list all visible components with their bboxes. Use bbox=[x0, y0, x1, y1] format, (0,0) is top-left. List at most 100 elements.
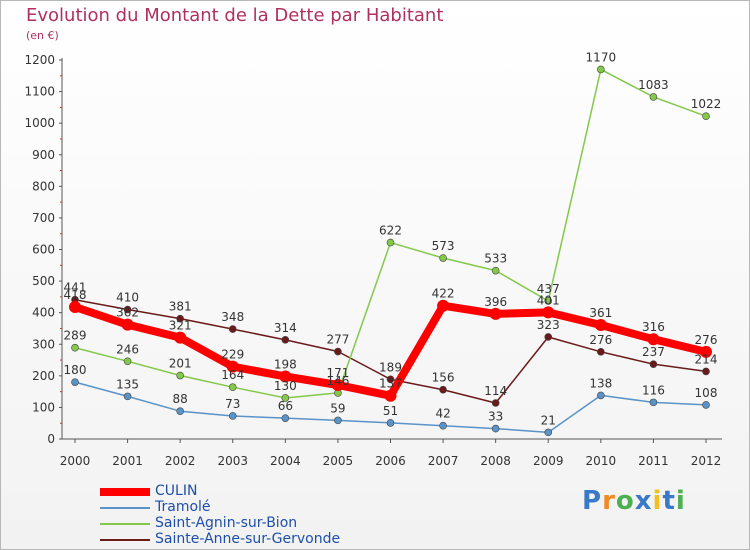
data-label: 276 bbox=[589, 333, 612, 347]
brand-letter: x bbox=[634, 486, 653, 516]
data-label: 146 bbox=[326, 374, 349, 388]
data-point bbox=[228, 383, 237, 392]
data-label: 201 bbox=[169, 357, 192, 371]
x-tick-label: 2010 bbox=[586, 454, 617, 468]
data-point bbox=[331, 378, 344, 391]
y-tick-label: 200 bbox=[32, 369, 55, 383]
data-point bbox=[386, 419, 395, 427]
chart-unit-label: (en €) bbox=[26, 29, 59, 42]
data-label: 410 bbox=[116, 291, 139, 305]
data-point bbox=[384, 389, 397, 402]
brand-letter: o bbox=[615, 486, 635, 516]
data-point bbox=[491, 399, 500, 407]
data-label: 73 bbox=[225, 397, 240, 411]
data-label: 59 bbox=[330, 401, 345, 415]
data-point bbox=[649, 360, 658, 368]
data-label: 229 bbox=[221, 348, 244, 362]
data-label: 348 bbox=[221, 310, 244, 324]
data-label: 418 bbox=[64, 288, 87, 302]
data-point bbox=[123, 305, 132, 314]
legend-swatch-tramole bbox=[100, 507, 150, 509]
data-point bbox=[647, 333, 660, 346]
data-label: 33 bbox=[488, 410, 503, 424]
data-point bbox=[279, 370, 292, 383]
data-point bbox=[544, 297, 553, 305]
data-label: 396 bbox=[484, 295, 507, 309]
data-point bbox=[71, 343, 79, 352]
y-tick-label: 700 bbox=[32, 211, 55, 225]
legend-label: Sainte-Anne-sur-Gervonde bbox=[155, 531, 341, 547]
data-point bbox=[702, 112, 710, 121]
y-tick-label: 1200 bbox=[24, 53, 55, 67]
x-tick-label: 2001 bbox=[112, 454, 143, 468]
data-label: 1083 bbox=[638, 78, 669, 92]
data-label: 214 bbox=[695, 352, 718, 366]
y-tick-label: 600 bbox=[32, 243, 55, 257]
data-label: 1022 bbox=[691, 97, 722, 111]
data-label: 362 bbox=[116, 306, 139, 320]
data-point bbox=[69, 300, 81, 313]
data-point bbox=[439, 385, 447, 394]
data-label: 422 bbox=[432, 287, 455, 301]
brand-letter: r bbox=[602, 486, 616, 516]
brand-letter: P bbox=[582, 486, 603, 516]
data-label: 314 bbox=[274, 321, 297, 335]
data-point bbox=[334, 347, 342, 356]
data-label: 277 bbox=[326, 333, 349, 347]
data-point bbox=[121, 318, 134, 331]
data-label: 108 bbox=[695, 386, 718, 400]
legend-label: Saint-Agnin-sur-Bion bbox=[155, 515, 298, 531]
brand-logo: Proxiti bbox=[582, 486, 686, 516]
y-tick-label: 300 bbox=[32, 337, 55, 351]
data-point bbox=[544, 333, 553, 341]
x-tick-label: 2004 bbox=[270, 454, 301, 468]
data-label: 323 bbox=[537, 318, 560, 332]
data-point bbox=[334, 416, 342, 425]
data-point bbox=[71, 378, 79, 386]
data-point bbox=[174, 331, 187, 344]
brand-letter: i bbox=[675, 486, 686, 516]
data-point bbox=[544, 428, 553, 437]
data-label: 401 bbox=[537, 293, 560, 307]
data-label: 116 bbox=[642, 383, 665, 397]
x-tick-label: 2003 bbox=[217, 454, 248, 468]
data-label: 180 bbox=[64, 363, 87, 377]
data-label: 533 bbox=[484, 252, 507, 266]
data-point bbox=[594, 318, 607, 331]
data-point bbox=[702, 401, 710, 409]
data-point bbox=[176, 314, 184, 323]
data-label: 1170 bbox=[586, 50, 617, 64]
data-label: 88 bbox=[173, 392, 188, 406]
x-tick-label: 2011 bbox=[638, 454, 669, 468]
x-tick-label: 2002 bbox=[165, 454, 196, 468]
data-point bbox=[597, 391, 605, 400]
data-label: 114 bbox=[484, 384, 507, 398]
data-point bbox=[226, 360, 239, 373]
data-label: 276 bbox=[695, 333, 718, 347]
data-point bbox=[281, 414, 290, 422]
data-point bbox=[649, 398, 658, 407]
data-point bbox=[123, 357, 132, 366]
data-label: 164 bbox=[221, 368, 244, 382]
x-tick-label: 2012 bbox=[691, 454, 722, 468]
data-label: 361 bbox=[589, 306, 612, 320]
line-chart: 0 100 200 300 400 500 600 700 800 900 1000 1100 1200… bbox=[24, 50, 722, 468]
data-label: 198 bbox=[274, 357, 297, 371]
data-label: 573 bbox=[432, 239, 455, 253]
data-point bbox=[281, 394, 290, 402]
y-tick-label: 800 bbox=[32, 179, 55, 193]
legend-swatch-culin bbox=[100, 488, 150, 496]
data-point bbox=[228, 325, 237, 333]
data-label: 66 bbox=[278, 399, 293, 413]
data-label: 171 bbox=[326, 366, 349, 380]
data-label: 21 bbox=[541, 413, 556, 427]
y-tick-label: 500 bbox=[32, 274, 55, 288]
data-point bbox=[439, 254, 447, 262]
chart-title: Evolution du Montant de la Dette par Hab… bbox=[26, 5, 444, 26]
brand-letter: i bbox=[652, 486, 663, 516]
data-label: 135 bbox=[116, 377, 139, 391]
data-label: 137 bbox=[379, 377, 402, 391]
data-point bbox=[281, 336, 290, 344]
data-point bbox=[700, 345, 712, 358]
